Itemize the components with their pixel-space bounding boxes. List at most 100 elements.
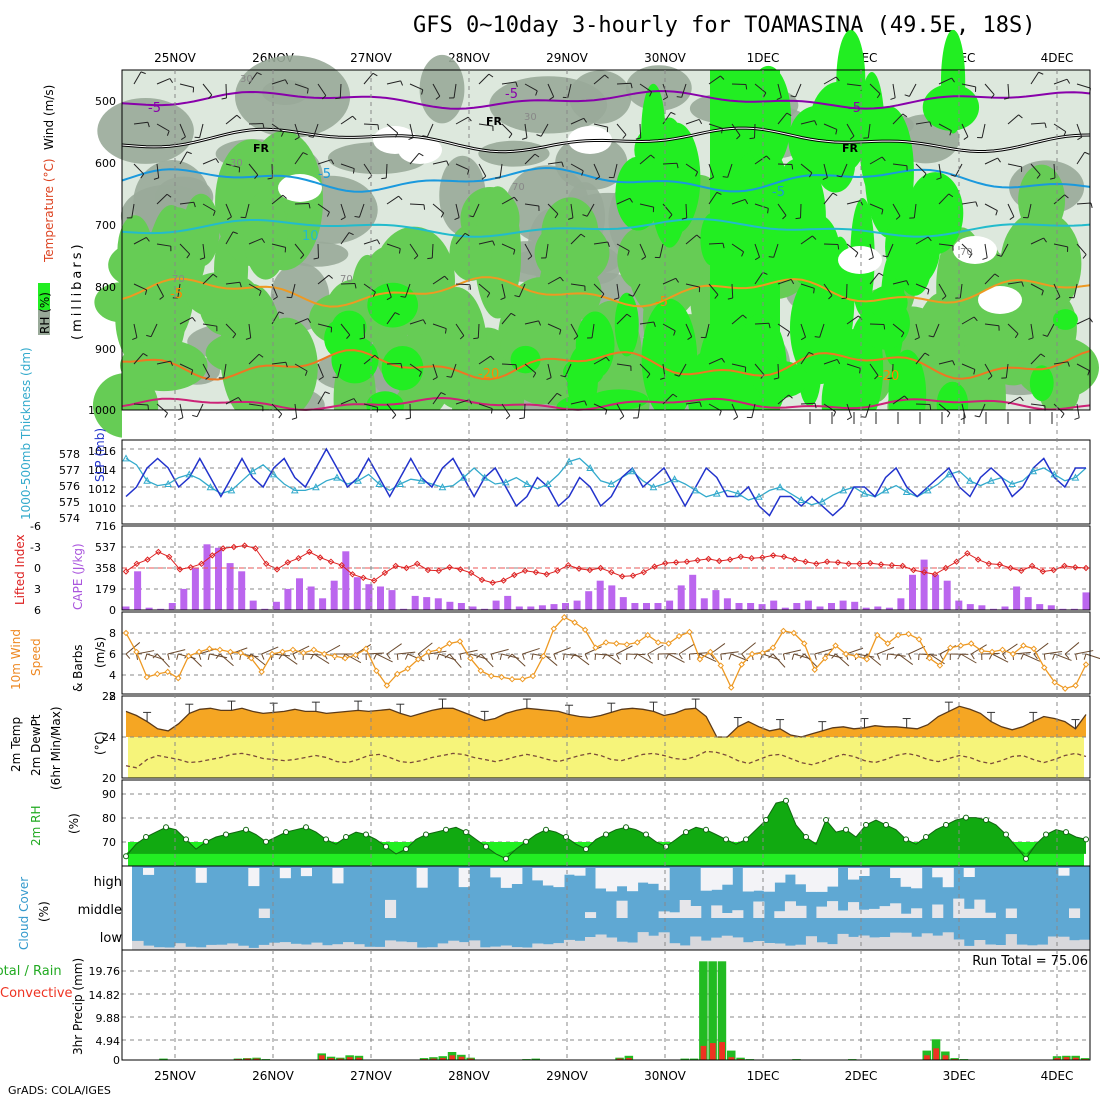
thickness-point bbox=[396, 479, 405, 487]
wind-barb-feather bbox=[145, 237, 150, 242]
wind-barb bbox=[754, 155, 767, 165]
cape-bar bbox=[504, 595, 512, 610]
rh-point bbox=[823, 817, 829, 823]
cape-bar bbox=[1047, 605, 1055, 610]
wind-barb bbox=[432, 392, 442, 405]
lifted-index-point bbox=[629, 572, 637, 579]
cloud-low-block bbox=[237, 945, 249, 950]
wind10m-barb bbox=[1023, 653, 1041, 662]
thickness-point bbox=[459, 473, 468, 481]
cloud-low-block bbox=[679, 945, 691, 950]
cape-bar bbox=[180, 588, 188, 610]
precip-ticks: 19.76 14.82 9.88 4.94 0 bbox=[89, 965, 121, 1067]
wind-barb-feather bbox=[444, 275, 449, 281]
cloud-middle-block bbox=[795, 905, 807, 918]
cape-bar bbox=[238, 571, 246, 610]
date-label: 29NOV bbox=[546, 51, 588, 65]
wind-barb-feather bbox=[790, 279, 795, 285]
wind-barb bbox=[751, 403, 756, 418]
wind10m-speed-point bbox=[508, 675, 516, 683]
wind-barb bbox=[248, 403, 263, 407]
lifted-index-point bbox=[877, 561, 885, 568]
lifted-index-point bbox=[532, 568, 540, 576]
wind-barb bbox=[386, 123, 399, 134]
rh-point bbox=[1023, 855, 1029, 862]
cloud-low-block bbox=[827, 944, 839, 950]
lifted-index-point bbox=[813, 560, 820, 568]
wind-barb bbox=[478, 283, 491, 294]
wind-barb-feather bbox=[346, 334, 351, 339]
wind-barb-feather bbox=[236, 114, 241, 119]
wind-tick: 2 bbox=[109, 690, 116, 703]
wind-frame bbox=[121, 611, 1091, 695]
cloud-high-block bbox=[511, 868, 523, 884]
cape-bars-layer bbox=[122, 544, 1090, 610]
precip-convective-bar bbox=[253, 1058, 260, 1060]
wind-barb bbox=[294, 403, 298, 418]
lifted-index-point bbox=[694, 557, 701, 564]
wind-barb bbox=[708, 123, 723, 129]
cape-bar bbox=[978, 605, 986, 610]
cloud-high-block bbox=[143, 868, 155, 875]
cloud-low-block bbox=[290, 943, 302, 950]
cloud-high-block bbox=[721, 868, 733, 885]
wind-barb bbox=[179, 201, 194, 205]
lifted-index-point bbox=[834, 559, 842, 566]
cloud-low-block bbox=[669, 943, 681, 950]
wind10m-speed-point bbox=[133, 648, 140, 656]
rh-point bbox=[863, 821, 869, 828]
wind-barb-feather bbox=[968, 253, 973, 259]
wind-barb bbox=[133, 353, 144, 365]
wind-barb bbox=[340, 203, 346, 218]
wind-barb bbox=[133, 163, 145, 175]
cloud-low-block bbox=[248, 947, 260, 950]
cloud-middle-block bbox=[953, 898, 965, 918]
cape-bar bbox=[804, 600, 812, 610]
wind10m-barb bbox=[1085, 653, 1100, 660]
wind10m-barb-feather bbox=[531, 653, 534, 660]
wind10m-speed-point bbox=[289, 646, 297, 654]
wind-barb-feather bbox=[307, 318, 312, 324]
rh-blob bbox=[489, 76, 608, 134]
cloud-high-block bbox=[458, 868, 470, 888]
wind-barb-feather bbox=[695, 171, 699, 177]
wind-barb bbox=[754, 203, 769, 209]
wind-barb-feather bbox=[836, 175, 842, 178]
wind-barb bbox=[294, 363, 308, 372]
wind-barb bbox=[1076, 317, 1090, 325]
wind-barb bbox=[1007, 323, 1019, 335]
rh-blob bbox=[589, 389, 649, 410]
rh-blob bbox=[614, 292, 639, 357]
thickness-point bbox=[755, 492, 763, 500]
upper-air-panel: -5 -5 -5 FR FR FR -5 -5 10 -5 -5 -20 -20… bbox=[38, 29, 1099, 467]
wind-barb-feather bbox=[583, 118, 587, 123]
wind10m-speed-point bbox=[581, 626, 589, 634]
cape-bar bbox=[538, 605, 546, 610]
cloud-middle-block bbox=[711, 905, 723, 918]
wind-barb-feather bbox=[1042, 334, 1048, 337]
wind-barb-feather bbox=[605, 409, 608, 415]
precip-convective-bar bbox=[449, 1055, 456, 1060]
wind-barb-feather bbox=[413, 255, 419, 260]
wind10m-barb-feather bbox=[894, 653, 899, 660]
slp-line bbox=[125, 447, 1086, 517]
cape-axis-label: CAPE (J/kg) bbox=[71, 543, 85, 610]
wind-barb bbox=[225, 281, 240, 285]
pressure-tick: 700 bbox=[95, 219, 116, 232]
cloud-middle-block bbox=[911, 908, 923, 918]
cloud-high-block bbox=[753, 868, 765, 891]
wind-barb bbox=[386, 80, 401, 85]
wind10m-barb-feather bbox=[814, 653, 817, 660]
wind-barb-feather bbox=[650, 154, 655, 159]
wind-barb-feather bbox=[262, 123, 265, 129]
precip-convective-bar bbox=[626, 1058, 632, 1060]
wind-barb bbox=[632, 283, 641, 297]
wind-barb-feather bbox=[987, 375, 993, 380]
wind-barb bbox=[133, 323, 138, 338]
wind-barb-feather bbox=[1084, 151, 1090, 155]
rh-point bbox=[983, 817, 989, 823]
wind10m-barb bbox=[772, 653, 786, 668]
lifted-index-point bbox=[187, 564, 194, 571]
wind-barb bbox=[1076, 83, 1091, 89]
cloud-low-block bbox=[448, 940, 460, 950]
